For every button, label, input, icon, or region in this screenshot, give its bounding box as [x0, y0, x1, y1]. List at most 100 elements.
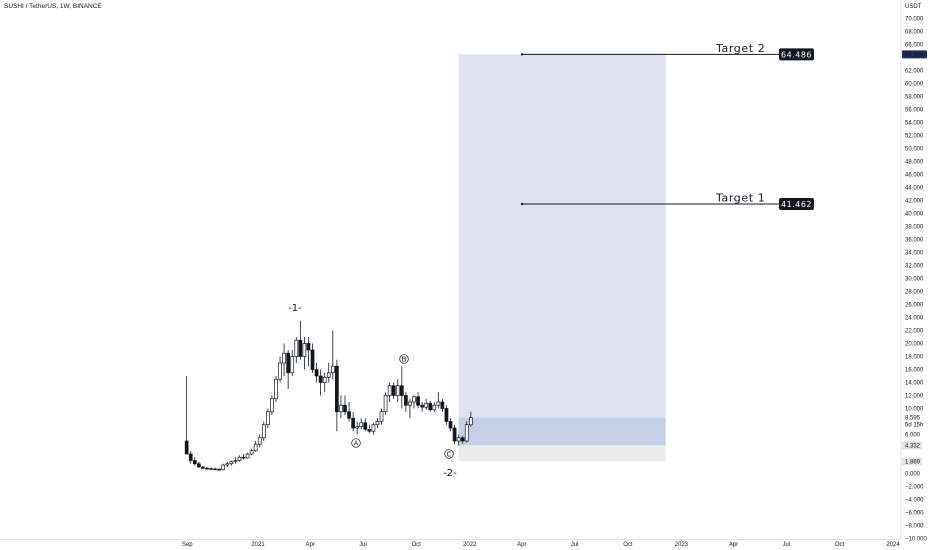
candle: [205, 467, 209, 470]
candle-body: [270, 398, 274, 413]
price-tick-label: 66.000: [905, 43, 924, 49]
candle-body: [448, 421, 453, 429]
candle-body: [306, 343, 311, 351]
candle: [347, 402, 351, 422]
candle: [310, 343, 315, 373]
price-tick-label: 38.000: [905, 225, 924, 231]
candle: [201, 465, 205, 469]
time-tick-label: Jul: [782, 542, 790, 548]
price-tick-label: 62.000: [905, 69, 924, 75]
candle-body: [452, 427, 457, 442]
candle: [249, 448, 254, 456]
candle-body: [416, 396, 420, 406]
candle-body: [339, 404, 343, 413]
candle: [387, 382, 392, 402]
time-tick-label: Oct: [623, 542, 633, 548]
candle: [440, 398, 445, 412]
candle-body: [395, 385, 400, 396]
target-1-value-box: [779, 197, 814, 210]
target-2-anchor: [520, 53, 524, 56]
candle-body: [237, 456, 242, 461]
candle-body: [363, 422, 368, 430]
candle: [395, 379, 400, 402]
candle-body: [379, 411, 384, 422]
price-badge-bg: [902, 413, 926, 428]
candle-body: [343, 404, 347, 413]
candle-body: [278, 362, 282, 380]
candle: [367, 424, 372, 434]
candle-body: [440, 401, 445, 409]
price-tick-label: 48.000: [905, 160, 924, 166]
candle: [452, 424, 457, 445]
time-tick-label: 2024: [886, 542, 900, 548]
price-badge-text: 8.595: [905, 416, 921, 422]
price-tick-label: 32.000: [905, 264, 924, 270]
candle: [428, 400, 433, 412]
candle: [391, 382, 396, 399]
wave-1-label: -1-: [288, 303, 302, 314]
candlestick-series: [184, 320, 473, 471]
time-tick-label: 2022: [463, 542, 477, 548]
candle: [399, 366, 404, 409]
candle: [375, 418, 380, 428]
candle-body: [399, 385, 404, 396]
candle: [355, 421, 360, 435]
candle-body: [371, 424, 376, 432]
price-tick-label: 6.000: [905, 433, 921, 439]
target-lines: Target 1 41.462 Target 2 64.486: [520, 42, 814, 210]
candle-body: [420, 404, 424, 408]
price-badge-bg: [902, 50, 927, 59]
candle-body: [225, 463, 230, 466]
candle: [330, 330, 335, 380]
time-tick-label: Sep: [182, 542, 193, 548]
candle-body: [404, 395, 408, 406]
candle: [456, 434, 461, 446]
candle-body: [408, 401, 412, 406]
price-axis-unit: USDT: [905, 4, 922, 10]
price-tick-label: 10.000: [905, 407, 924, 413]
target-2-value: 64.486: [781, 50, 812, 59]
candle-body: [274, 378, 278, 400]
candle: [468, 411, 473, 427]
wave-c-circle: [444, 449, 454, 459]
candle: [225, 461, 230, 467]
candle: [302, 337, 307, 370]
wave-c-label: C: [447, 451, 452, 459]
candle-body: [286, 352, 291, 374]
candle-body: [367, 428, 372, 432]
target-zone: [458, 54, 666, 418]
price-tick-label: 20.000: [905, 342, 924, 348]
wave-a-circle: [351, 438, 361, 448]
candle: [270, 395, 274, 415]
candle-body: [359, 422, 364, 428]
candle-body: [464, 424, 469, 442]
time-tick-label: Oct: [835, 542, 845, 548]
candle: [408, 398, 412, 419]
time-tick-label: 2021: [251, 542, 265, 548]
price-badge-bg: [902, 457, 922, 466]
candle-body: [330, 365, 335, 374]
candle-body: [310, 349, 315, 370]
candle: [448, 418, 453, 432]
candle: [306, 337, 311, 367]
price-badge-text: 64.486: [905, 52, 924, 58]
candle-body: [436, 401, 441, 406]
price-tick-label: 50.000: [905, 147, 924, 153]
candle-body: [335, 365, 339, 413]
candle: [257, 434, 262, 448]
price-tick-label: −10.000: [905, 537, 928, 543]
candle-body: [347, 411, 351, 419]
candle-body: [205, 467, 209, 470]
price-badge-countdown: 5d 15h: [905, 423, 923, 429]
price-tick-label: 16.000: [905, 368, 924, 374]
candle: [436, 392, 441, 409]
candle: [213, 467, 217, 471]
price-tick-label: 22.000: [905, 329, 924, 335]
candle: [266, 408, 270, 428]
price-tick-label: 56.000: [905, 108, 924, 114]
candle-body: [188, 453, 193, 461]
candle-body: [221, 464, 226, 470]
candle-body: [383, 395, 388, 413]
